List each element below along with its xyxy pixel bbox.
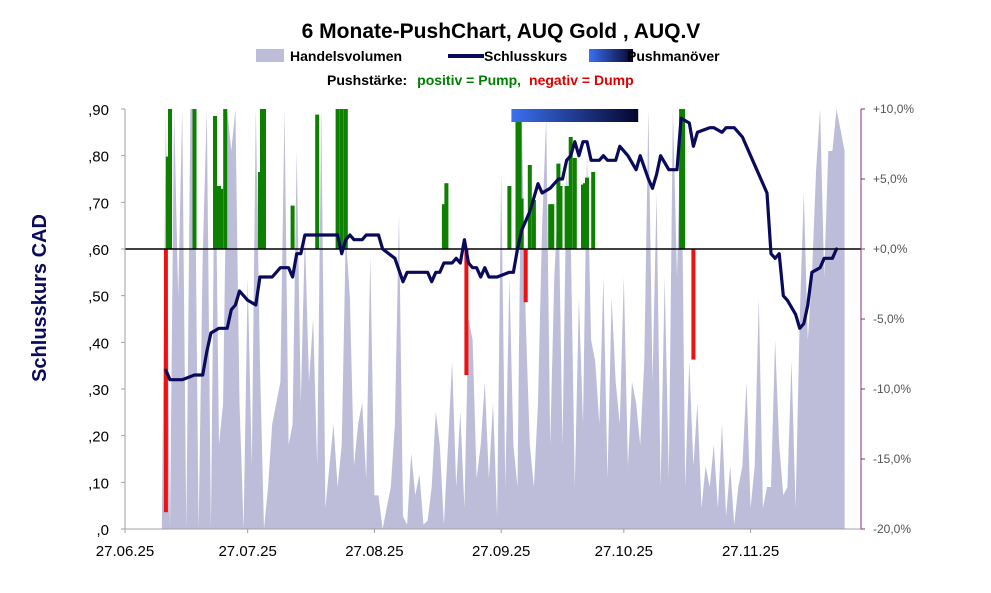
pump-bar bbox=[444, 183, 449, 249]
pump-bar bbox=[192, 109, 197, 249]
pump-bar bbox=[217, 186, 221, 249]
ticks-layer: ,0 ,10 ,20 ,30 ,40 ,50 ,60 ,70 ,80 ,90 +10,0% +5,0%… bbox=[88, 102, 914, 560]
push-legend: Pushstärke: positiv = Pump, negativ = Dump bbox=[327, 72, 634, 88]
y2-tick-label: -5,0% bbox=[873, 312, 905, 326]
pump-bar bbox=[257, 172, 262, 249]
pump-bar bbox=[441, 204, 446, 249]
pump-bar bbox=[681, 109, 686, 249]
y-axis-label: Schlusskurs CAD bbox=[29, 214, 51, 382]
pump-bar bbox=[585, 177, 589, 249]
y2-tick-label: -10,0% bbox=[873, 382, 911, 396]
chart-title: 6 Monate-PushChart, AUQ Gold , AUQ.V bbox=[302, 20, 701, 43]
dump-bar bbox=[691, 249, 696, 360]
dump-bar bbox=[163, 249, 168, 513]
dump-bar bbox=[464, 249, 469, 375]
push-maneuver-layer bbox=[511, 109, 639, 122]
pump-bar bbox=[219, 188, 224, 249]
x-tick-label: 27.08.25 bbox=[345, 543, 403, 560]
pump-bar bbox=[531, 200, 536, 249]
legend-volume-label: Handelsvolumen bbox=[290, 48, 402, 64]
y2-tick-label: +5,0% bbox=[873, 172, 908, 186]
legend-push-label: Pushmanöver bbox=[627, 48, 720, 64]
y-tick-label: ,0 bbox=[96, 522, 109, 539]
pump-bar bbox=[558, 186, 563, 249]
pump-bar bbox=[564, 186, 569, 249]
push-legend-positive: positiv = Pump, bbox=[417, 72, 521, 88]
x-tick-label: 27.07.25 bbox=[218, 543, 276, 560]
push-legend-negative: negativ = Dump bbox=[529, 72, 634, 88]
y-tick-label: ,70 bbox=[88, 195, 109, 212]
legend: Handelsvolumen Schlusskurs Pushmanöver bbox=[256, 48, 720, 64]
pump-bar bbox=[591, 172, 596, 249]
pump-bar bbox=[515, 109, 520, 249]
pump-bar bbox=[517, 116, 522, 249]
x-tick-label: 27.11.25 bbox=[722, 543, 779, 560]
y-tick-label: ,30 bbox=[88, 382, 109, 399]
pump-bar bbox=[315, 114, 320, 249]
pump-bar bbox=[165, 156, 170, 249]
pump-bar bbox=[213, 116, 217, 249]
y2-tick-label: +0,0% bbox=[873, 242, 908, 256]
x-tick-label: 27.09.25 bbox=[472, 543, 530, 560]
pump-bar bbox=[290, 205, 295, 249]
volume-area bbox=[125, 109, 845, 529]
legend-push-swatch bbox=[589, 49, 633, 62]
y-tick-label: ,20 bbox=[88, 429, 109, 446]
pump-bar bbox=[548, 204, 553, 249]
pump-bar bbox=[556, 163, 561, 249]
pump-bar bbox=[550, 204, 555, 249]
y2-tick-label: +10,0% bbox=[873, 102, 914, 116]
volume-area-layer bbox=[125, 109, 845, 529]
dump-bar bbox=[523, 249, 528, 303]
pump-bar bbox=[223, 109, 228, 249]
pump-bar bbox=[572, 158, 577, 249]
pump-bar bbox=[519, 198, 524, 249]
legend-close-label: Schlusskurs bbox=[484, 48, 567, 64]
pump-bar bbox=[568, 137, 573, 249]
push-maneuver-band bbox=[511, 109, 639, 122]
pump-bar bbox=[168, 109, 172, 249]
pump-bar bbox=[507, 186, 512, 249]
pump-bar bbox=[262, 109, 266, 249]
y-tick-label: ,40 bbox=[88, 335, 109, 352]
pump-bar bbox=[343, 109, 348, 249]
y2-tick-label: -20,0% bbox=[873, 522, 911, 536]
x-tick-label: 27.10.25 bbox=[595, 543, 653, 560]
legend-volume-swatch bbox=[256, 49, 284, 62]
close-price-line bbox=[164, 116, 839, 382]
push-bars-layer bbox=[163, 109, 696, 513]
x-tick-label: 27.06.25 bbox=[96, 543, 154, 560]
y-tick-label: ,90 bbox=[88, 102, 109, 119]
y2-tick-label: -15,0% bbox=[873, 452, 911, 466]
y-tick-label: ,80 bbox=[88, 149, 109, 166]
push-legend-label: Pushstärke: bbox=[327, 72, 407, 88]
y-tick-label: ,60 bbox=[88, 242, 109, 259]
y-tick-label: ,10 bbox=[88, 475, 109, 492]
y-tick-label: ,50 bbox=[88, 289, 109, 306]
close-line-layer bbox=[164, 116, 839, 382]
pump-bar bbox=[335, 109, 340, 249]
pump-bar bbox=[339, 109, 344, 249]
